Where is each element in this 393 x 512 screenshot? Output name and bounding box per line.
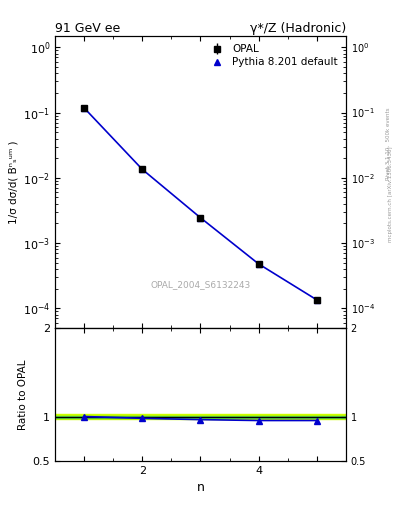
Y-axis label: Ratio to OPAL: Ratio to OPAL — [18, 359, 28, 430]
Pythia 8.201 default — [198, 215, 203, 221]
Text: Rivet 3.1.10,  500k events: Rivet 3.1.10, 500k events — [386, 107, 391, 180]
Y-axis label: 1/σ dσ/d( Bⁿₛᵘᵐ ): 1/σ dσ/d( Bⁿₛᵘᵐ ) — [9, 140, 18, 224]
Text: mcplots.cern.ch [arXiv:1306.3436]: mcplots.cern.ch [arXiv:1306.3436] — [387, 147, 393, 242]
Text: γ*/Z (Hadronic): γ*/Z (Hadronic) — [250, 22, 346, 35]
Text: OPAL_2004_S6132243: OPAL_2004_S6132243 — [150, 280, 251, 289]
Pythia 8.201 default — [314, 297, 319, 303]
Line: Pythia 8.201 default: Pythia 8.201 default — [81, 104, 320, 303]
Pythia 8.201 default — [82, 105, 86, 111]
Legend: OPAL, Pythia 8.201 default: OPAL, Pythia 8.201 default — [205, 41, 341, 71]
X-axis label: n: n — [196, 481, 204, 494]
Pythia 8.201 default — [140, 166, 145, 173]
Pythia 8.201 default — [256, 261, 261, 267]
Text: 91 GeV ee: 91 GeV ee — [55, 22, 120, 35]
